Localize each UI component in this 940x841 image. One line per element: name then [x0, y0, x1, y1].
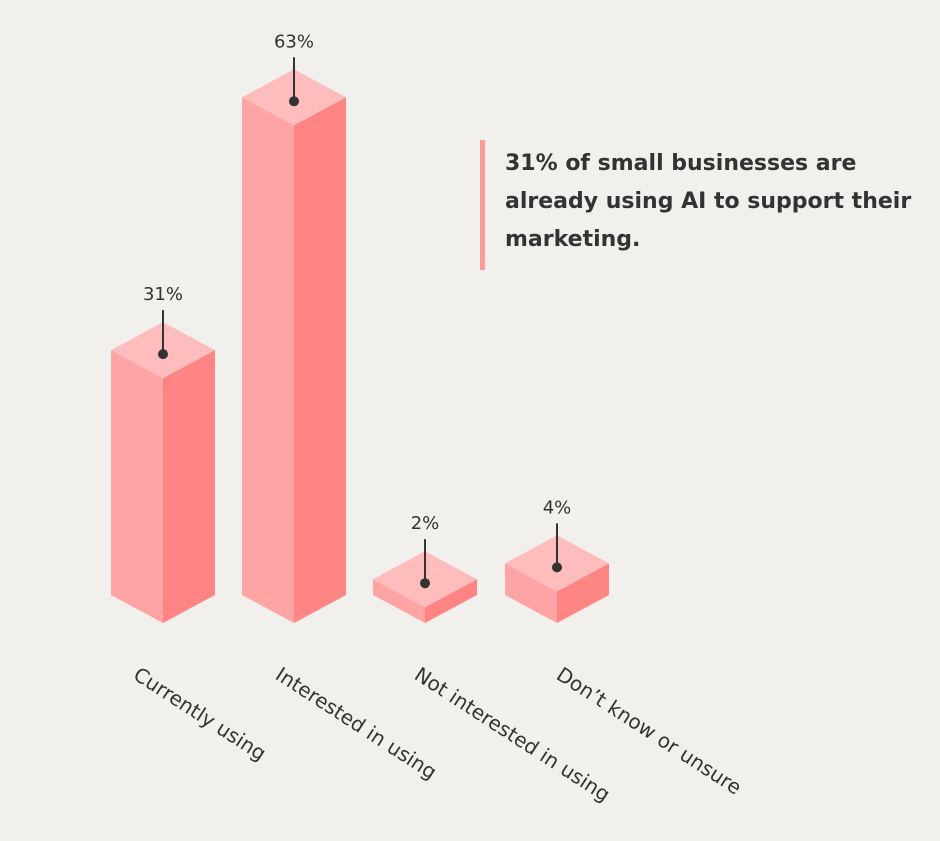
value-pin-dot	[420, 578, 430, 589]
bar-left-face	[111, 350, 163, 623]
bar-left-face	[373, 579, 425, 623]
bar-left-face	[242, 97, 294, 624]
callout-accent-bar	[480, 140, 485, 270]
callout-text: 31% of small businesses are already usin…	[505, 151, 912, 252]
bar-1: 31%	[111, 284, 215, 623]
value-pin-dot	[289, 96, 299, 107]
callout: 31% of small businesses are already usin…	[480, 140, 920, 270]
value-pin-dot	[552, 562, 562, 573]
bar-right-face	[557, 563, 609, 623]
value-label: 4%	[543, 497, 572, 518]
category-label: Currently using	[129, 662, 270, 765]
bar-right-face	[163, 350, 215, 623]
bar-3: 2%	[373, 513, 477, 623]
value-pin-dot	[158, 349, 168, 360]
bar-left-face	[505, 563, 557, 623]
value-label: 63%	[274, 31, 314, 52]
bar-right-face	[294, 97, 346, 624]
bar-4: 4%	[505, 497, 609, 623]
value-label: 31%	[143, 284, 183, 305]
bar-right-face	[425, 579, 477, 623]
value-label: 2%	[411, 513, 440, 534]
bar-2: 63%	[242, 31, 346, 624]
